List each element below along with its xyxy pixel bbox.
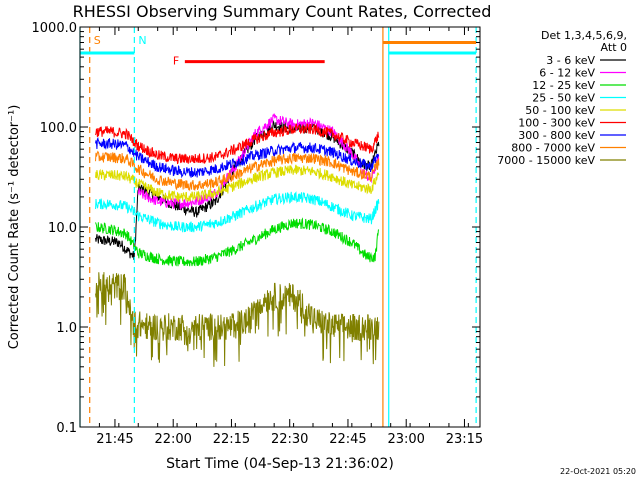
legend-header-line: Det 1,3,4,5,6,9, — [541, 29, 627, 42]
chart-title: RHESSI Observing Summary Count Rates, Co… — [73, 2, 492, 21]
legend-entry-label: 100 - 300 keV — [518, 117, 595, 130]
x-tick-label: 22:45 — [329, 432, 366, 447]
legend-entry-label: 12 - 25 keV — [532, 79, 595, 92]
footer-date: 22-Oct-2021 05:20 — [560, 467, 636, 476]
x-tick-label: 21:45 — [96, 432, 133, 447]
x-tick-label: 22:15 — [213, 432, 250, 447]
x-tick-label: 22:00 — [154, 432, 191, 447]
series-layer — [95, 113, 380, 367]
y-tick-label: 0.1 — [56, 421, 77, 436]
flag-label-N: N — [138, 34, 146, 47]
y-axis-label: Corrected Count Rate (s⁻¹ detector⁻¹) — [7, 105, 22, 350]
x-axis-label: Start Time (04-Sep-13 21:36:02) — [166, 456, 394, 472]
axes-layer: 21:45 22:00 22:15 22:30 22:45 23:00 23:15 0.1 1.… — [32, 21, 484, 447]
series-line-3 — [95, 191, 380, 233]
series-line-5 — [95, 122, 380, 165]
flag-label-S: S — [94, 34, 101, 47]
legend-entry-label: 800 - 7000 keV — [511, 142, 595, 155]
series-line-2 — [95, 217, 380, 267]
flag-label-F: F — [173, 55, 179, 68]
legend-entry-label: 300 - 800 keV — [518, 129, 595, 142]
y-tick-label: 1.0 — [56, 321, 77, 336]
legend-entry-label: 25 - 50 keV — [532, 92, 595, 105]
y-tick-label: 100.0 — [40, 121, 77, 136]
series-line-4 — [95, 164, 380, 203]
x-tick-label: 22:30 — [271, 432, 308, 447]
legend-entry-label: 50 - 100 keV — [525, 104, 595, 117]
x-tick-label: 23:15 — [446, 432, 483, 447]
legend-entry-label: 3 - 6 keV — [546, 54, 595, 67]
legend-entry-label: 7000 - 15000 keV — [497, 154, 595, 167]
y-tick-label: 1000.0 — [32, 21, 78, 36]
y-tick-label: 10.0 — [48, 221, 77, 236]
flags-layer: S N F — [79, 27, 477, 427]
legend-entry-label: 6 - 12 keV — [539, 67, 595, 80]
series-line-8 — [95, 272, 380, 367]
x-tick-label: 23:00 — [387, 432, 424, 447]
plot-frame — [79, 26, 481, 428]
legend-header-line: Att 0 — [601, 41, 627, 54]
series-line-7 — [95, 150, 380, 192]
series-line-6 — [95, 136, 380, 179]
